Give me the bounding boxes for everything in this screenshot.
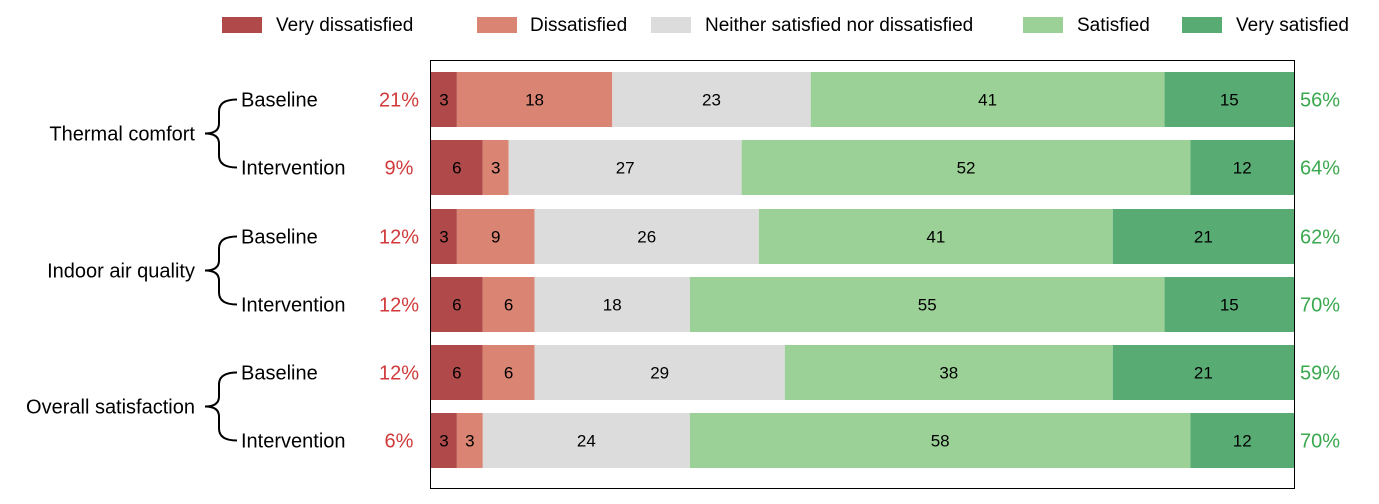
segment-value-indoor-air-quality-baseline-very-satisfied: 21 [1194,228,1213,247]
pos-total-indoor-air-quality-intervention: 70% [1300,295,1340,317]
bar-segment-overall-satisfaction-intervention-very-satisfied [1190,413,1294,468]
bar-segment-overall-satisfaction-intervention-neither-satisfied-nor-dissatisfied [482,413,690,468]
bar-segment-indoor-air-quality-baseline-neither-satisfied-nor-dissatisfied [534,209,759,264]
bar-segment-overall-satisfaction-intervention-dissatisfied [456,413,483,468]
segment-value-thermal-comfort-baseline-very-satisfied: 15 [1220,91,1239,110]
group-label-overall-satisfaction: Overall satisfaction [26,397,195,419]
bar-segment-indoor-air-quality-intervention-very-dissatisfied [431,277,483,332]
group-brace-thermal-comfort [204,98,238,169]
bar-segment-indoor-air-quality-baseline-satisfied [758,209,1113,264]
row-label-thermal-comfort-intervention: Intervention [241,158,346,180]
segment-value-overall-satisfaction-intervention-neither-satisfied-nor-dissatisfied: 24 [577,432,596,451]
bar-segment-thermal-comfort-intervention-dissatisfied [482,140,509,195]
segment-value-overall-satisfaction-intervention-dissatisfied: 3 [465,432,474,451]
chart-legend: Very dissatisfied Dissatisfied Neither sat… [222,15,1349,36]
segment-value-indoor-air-quality-baseline-neither-satisfied-nor-dissatisfied: 26 [637,228,656,247]
bar-segment-indoor-air-quality-intervention-dissatisfied [482,277,535,332]
row-label-overall-satisfaction-intervention: Intervention [241,431,346,453]
bar-segment-overall-satisfaction-baseline-very-satisfied [1112,345,1294,400]
segment-value-indoor-air-quality-intervention-neither-satisfied-nor-dissatisfied: 18 [603,296,622,315]
neg-total-overall-satisfaction-baseline: 12% [379,363,419,385]
segment-value-overall-satisfaction-baseline-neither-satisfied-nor-dissatisfied: 29 [650,364,669,383]
neg-total-thermal-comfort-baseline: 21% [379,90,419,112]
pos-total-overall-satisfaction-intervention: 70% [1300,431,1340,453]
bar-segment-thermal-comfort-intervention-satisfied [741,140,1191,195]
group-label-thermal-comfort: Thermal comfort [49,124,195,146]
neg-total-thermal-comfort-intervention: 9% [385,158,414,180]
legend-swatch-very-satisfied [1182,17,1222,33]
bar-segment-indoor-air-quality-intervention-very-satisfied [1164,277,1294,332]
bar-segment-indoor-air-quality-intervention-satisfied [689,277,1165,332]
segment-value-indoor-air-quality-intervention-satisfied: 55 [918,296,937,315]
bar-segment-indoor-air-quality-baseline-very-satisfied [1112,209,1294,264]
plot-frame [430,60,1295,489]
bar-segment-thermal-comfort-baseline-neither-satisfied-nor-dissatisfied [612,72,811,127]
neg-total-overall-satisfaction-intervention: 6% [385,431,414,453]
segment-value-thermal-comfort-intervention-neither-satisfied-nor-dissatisfied: 27 [616,159,635,178]
segment-value-indoor-air-quality-intervention-very-satisfied: 15 [1220,296,1239,315]
bar-segment-indoor-air-quality-intervention-neither-satisfied-nor-dissatisfied [534,277,690,332]
bar-segment-thermal-comfort-intervention-very-satisfied [1190,140,1294,195]
legend-label-dissatisfied: Dissatisfied [530,15,627,36]
pos-total-thermal-comfort-intervention: 64% [1300,158,1340,180]
segment-value-overall-satisfaction-intervention-very-dissatisfied: 3 [439,432,448,451]
segment-value-indoor-air-quality-intervention-dissatisfied: 6 [504,296,513,315]
bar-segment-indoor-air-quality-baseline-very-dissatisfied [431,209,457,264]
segment-value-thermal-comfort-intervention-very-dissatisfied: 6 [452,159,461,178]
pos-total-overall-satisfaction-baseline: 59% [1300,363,1340,385]
neg-total-indoor-air-quality-intervention: 12% [379,295,419,317]
row-label-overall-satisfaction-baseline: Baseline [241,363,318,385]
pos-total-thermal-comfort-baseline: 56% [1300,90,1340,112]
legend-swatch-dissatisfied [477,17,517,33]
segment-value-indoor-air-quality-baseline-very-dissatisfied: 3 [439,228,448,247]
legend-label-neither-satisfied-nor-dissatisfied: Neither satisfied nor dissatisfied [705,15,973,36]
legend-label-very-dissatisfied: Very dissatisfied [276,15,413,36]
segment-value-overall-satisfaction-intervention-satisfied: 58 [931,432,950,451]
bar-segment-overall-satisfaction-baseline-dissatisfied [482,345,535,400]
segment-value-thermal-comfort-intervention-very-satisfied: 12 [1233,159,1252,178]
row-label-indoor-air-quality-baseline: Baseline [241,227,318,249]
row-label-indoor-air-quality-intervention: Intervention [241,295,346,317]
bar-segment-overall-satisfaction-intervention-satisfied [689,413,1191,468]
segment-value-thermal-comfort-baseline-dissatisfied: 18 [525,91,544,110]
neg-total-indoor-air-quality-baseline: 12% [379,227,419,249]
legend-label-very-satisfied: Very satisfied [1236,15,1349,36]
group-brace-indoor-air-quality [204,235,238,306]
bar-segment-thermal-comfort-baseline-very-dissatisfied [431,72,457,127]
segment-value-thermal-comfort-baseline-very-dissatisfied: 3 [439,91,448,110]
labels-layer: Thermal comfort Baseline 21% 56% 3 18 23 41 15 In… [26,90,1340,453]
bar-segment-thermal-comfort-baseline-satisfied [810,72,1165,127]
segment-value-indoor-air-quality-baseline-dissatisfied: 9 [491,228,500,247]
segment-value-overall-satisfaction-baseline-satisfied: 38 [939,364,958,383]
group-label-indoor-air-quality: Indoor air quality [47,261,195,283]
bar-segment-thermal-comfort-intervention-very-dissatisfied [431,140,483,195]
bars-layer [431,72,1294,468]
legend-swatch-satisfied [1023,17,1063,33]
segment-value-thermal-comfort-baseline-neither-satisfied-nor-dissatisfied: 23 [702,91,721,110]
segment-value-thermal-comfort-intervention-satisfied: 52 [957,159,976,178]
pos-total-indoor-air-quality-baseline: 62% [1300,227,1340,249]
segment-value-overall-satisfaction-baseline-very-dissatisfied: 6 [452,364,461,383]
bar-segment-overall-satisfaction-baseline-satisfied [784,345,1113,400]
legend-label-satisfied: Satisfied [1077,15,1150,36]
group-brace-overall-satisfaction [204,371,238,442]
bar-segment-thermal-comfort-baseline-very-satisfied [1164,72,1294,127]
segment-value-indoor-air-quality-intervention-very-dissatisfied: 6 [452,296,461,315]
bar-segment-overall-satisfaction-baseline-very-dissatisfied [431,345,483,400]
row-label-thermal-comfort-baseline: Baseline [241,90,318,112]
segment-value-overall-satisfaction-intervention-very-satisfied: 12 [1233,432,1252,451]
segment-value-thermal-comfort-baseline-satisfied: 41 [978,91,997,110]
legend-swatch-neither-satisfied-nor-dissatisfied [651,17,691,33]
bar-segment-indoor-air-quality-baseline-dissatisfied [456,209,535,264]
bar-segment-overall-satisfaction-baseline-neither-satisfied-nor-dissatisfied [534,345,785,400]
bar-segment-thermal-comfort-baseline-dissatisfied [456,72,613,127]
segment-value-thermal-comfort-intervention-dissatisfied: 3 [491,159,500,178]
segment-value-overall-satisfaction-baseline-very-satisfied: 21 [1194,364,1213,383]
bar-segment-thermal-comfort-intervention-neither-satisfied-nor-dissatisfied [508,140,742,195]
segment-value-overall-satisfaction-baseline-dissatisfied: 6 [504,364,513,383]
segment-value-indoor-air-quality-baseline-satisfied: 41 [926,228,945,247]
bar-segment-overall-satisfaction-intervention-very-dissatisfied [431,413,457,468]
legend-swatch-very-dissatisfied [222,17,262,33]
